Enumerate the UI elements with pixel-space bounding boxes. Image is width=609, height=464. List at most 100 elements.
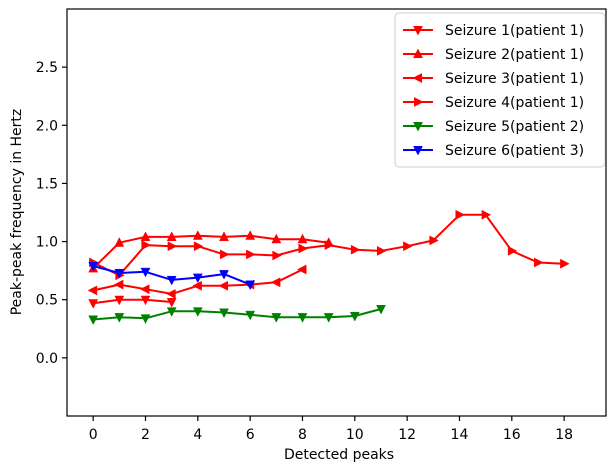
legend-label: Seizure 2(patient 1) (445, 47, 584, 63)
y-axis-label: Peak-peak frequency in Hertz (9, 109, 25, 316)
series-6-point-6 (219, 270, 229, 280)
series-2-point-3 (140, 231, 151, 241)
series-1-line (93, 298, 172, 305)
series-3-point-4 (166, 288, 176, 299)
series-4-point-3 (141, 240, 152, 251)
series-3-point-6 (218, 280, 228, 291)
data-series-layer (87, 209, 570, 326)
y-tick-label: 2.5 (36, 60, 58, 76)
series-5-point-1 (88, 315, 99, 326)
series-5-point-9 (297, 313, 308, 323)
legend-entry-1: Seizure 1(patient 1) (403, 23, 584, 39)
series-4-point-6 (219, 249, 230, 260)
series-6-point-3 (140, 267, 151, 278)
legend-label: Seizure 1(patient 1) (445, 23, 584, 39)
legend-marker (413, 48, 423, 59)
series-4-point-16 (481, 209, 492, 220)
x-tick-label: 6 (246, 427, 255, 443)
series-5-point-7 (245, 310, 256, 321)
series-1-point-1 (88, 299, 99, 309)
series-4-point-4 (167, 241, 178, 252)
legend-label: Seizure 6(patient 3) (445, 143, 584, 159)
series-4-point-17 (507, 245, 518, 256)
series-6-point-2 (114, 268, 125, 279)
series-5-line (93, 308, 382, 321)
series-2-point-9 (297, 233, 308, 244)
legend-box (394, 12, 606, 168)
y-tick-label: 0.5 (36, 293, 58, 309)
series-1-point-4 (166, 298, 177, 308)
series-5 (88, 305, 386, 326)
legend: Seizure 1(patient 1) Seizure 2(patient 1)… (394, 12, 606, 168)
plot-frame (66, 8, 607, 417)
legend-label: Seizure 5(patient 2) (445, 119, 584, 135)
series-5-point-8 (271, 313, 282, 323)
series-2-point-2 (114, 237, 125, 247)
series-4 (89, 209, 570, 281)
series-6-point-7 (245, 280, 256, 291)
series-5-point-6 (219, 308, 229, 319)
series-2-point-8 (271, 233, 282, 244)
series-5-point-2 (114, 313, 125, 323)
series-3-point-5 (192, 280, 202, 291)
y-tick-label: 2.0 (36, 118, 58, 134)
series-6 (88, 261, 256, 291)
series-5-point-12 (376, 305, 386, 315)
series-3-point-3 (139, 284, 150, 295)
series-5-point-10 (323, 313, 334, 323)
x-tick-label: 8 (298, 427, 307, 443)
x-tick-label: 18 (555, 427, 573, 443)
series-6-point-1 (88, 261, 99, 272)
x-tick-label: 12 (398, 427, 416, 443)
legend-marker (412, 73, 423, 83)
legend-marker (413, 26, 423, 36)
series-4-point-13 (403, 241, 413, 252)
legend-label: Seizure 3(patient 1) (445, 71, 584, 87)
series-4-point-11 (350, 244, 361, 255)
series-2-point-5 (192, 230, 203, 240)
series-4-point-19 (560, 258, 570, 269)
series-5-point-4 (166, 307, 177, 317)
x-tick-label: 0 (89, 427, 98, 443)
x-tick-label: 10 (346, 427, 364, 443)
series-4-point-15 (455, 209, 466, 220)
x-tick-label: 2 (141, 427, 150, 443)
legend-entry-5: Seizure 5(patient 2) (403, 119, 584, 135)
series-4-point-12 (376, 245, 387, 256)
x-axis-label: Detected peaks (284, 447, 394, 463)
series-4-point-14 (429, 235, 439, 246)
x-tick-label: 14 (451, 427, 469, 443)
series-6-point-5 (192, 273, 203, 284)
legend-marker (413, 122, 423, 132)
series-4-point-5 (193, 241, 204, 252)
series-3-point-9 (296, 264, 307, 275)
series-2-point-7 (245, 230, 256, 240)
legend-entry-2: Seizure 2(patient 1) (403, 47, 584, 63)
x-tick-label: 16 (503, 427, 521, 443)
series-4-point-7 (246, 249, 256, 260)
y-tick-label: 1.0 (36, 235, 58, 251)
axes: 0 2 4 6 8 10 12 14 16 18 0.0 0.5 1.0 1.5 2.0 2.5 (36, 8, 607, 443)
series-5-point-3 (140, 314, 151, 324)
series-2-point-6 (219, 231, 229, 241)
series-6-point-4 (166, 275, 177, 286)
series-1-point-2 (114, 295, 125, 306)
legend-marker (414, 97, 424, 107)
legend-marker (413, 146, 423, 156)
y-tick-label: 0.0 (36, 351, 58, 367)
legend-entry-4: Seizure 4(patient 1) (403, 95, 584, 111)
series-2-line (92, 234, 329, 270)
legend-entry-6: Seizure 6(patient 3) (403, 143, 584, 159)
legend-label: Seizure 4(patient 1) (445, 95, 584, 111)
series-4-point-18 (533, 257, 544, 268)
legend-entry-3: Seizure 3(patient 1) (403, 71, 584, 87)
series-3-point-2 (113, 279, 124, 290)
x-tick-label: 4 (193, 427, 202, 443)
series-5-point-5 (192, 307, 203, 317)
series-3-point-8 (270, 277, 281, 288)
series-3-point-1 (87, 285, 98, 296)
series-5-point-11 (349, 311, 360, 322)
series-4-point-10 (324, 240, 335, 251)
series-4-point-9 (298, 243, 309, 254)
